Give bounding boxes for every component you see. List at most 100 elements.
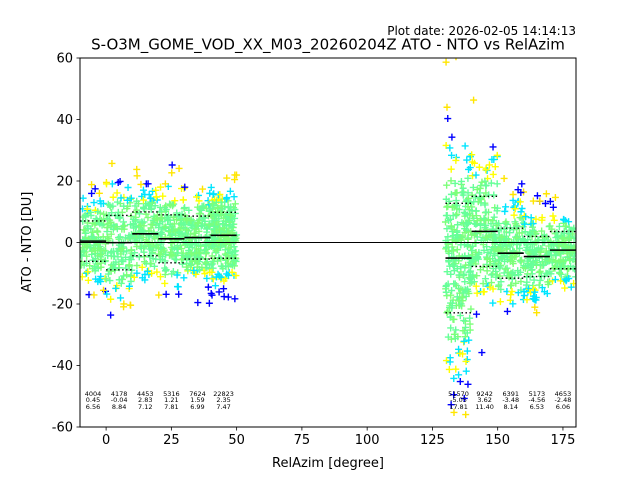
scatter-point xyxy=(536,267,544,275)
scatter-point xyxy=(518,180,526,188)
scatter-point xyxy=(183,226,191,234)
scatter-point xyxy=(133,269,141,277)
scatter-point xyxy=(129,215,137,223)
scatter-point xyxy=(95,189,103,197)
scatter-point xyxy=(520,291,528,299)
scatter-point xyxy=(81,211,89,219)
scatter-point xyxy=(473,310,481,318)
scatter-point xyxy=(523,257,531,265)
scatter-point xyxy=(135,253,143,261)
scatter-point xyxy=(214,204,222,212)
scatter-point xyxy=(468,207,476,215)
scatter-point xyxy=(455,371,463,379)
scatter-point xyxy=(168,161,176,169)
scatter-point xyxy=(547,270,555,278)
scatter-point xyxy=(470,278,478,286)
bin-std-label: 6.56 xyxy=(86,403,100,411)
scatter-point xyxy=(119,258,127,266)
scatter-point xyxy=(510,211,518,219)
scatter-point xyxy=(459,184,467,192)
scatter-point xyxy=(88,189,96,197)
scatter-point xyxy=(462,357,470,365)
scatter-point xyxy=(535,254,543,262)
scatter-point xyxy=(169,202,177,210)
scatter-point xyxy=(87,212,95,220)
x-tick-label: 25 xyxy=(163,433,180,448)
scatter-point xyxy=(118,225,126,233)
scatter-point xyxy=(447,190,455,198)
scatter-point xyxy=(97,278,105,286)
bin-std-label: 11.40 xyxy=(475,403,494,411)
scatter-point xyxy=(531,296,539,304)
scatter-point xyxy=(480,214,488,222)
scatter-point xyxy=(147,205,155,213)
scatter-point xyxy=(228,261,236,269)
bin-mean-label: 0.45 xyxy=(86,396,100,404)
scatter-point xyxy=(84,224,92,232)
scatter-point xyxy=(523,296,531,304)
scatter-point xyxy=(226,187,234,195)
scatter-point xyxy=(225,216,233,224)
scatter-point xyxy=(216,225,224,233)
scatter-point xyxy=(174,283,182,291)
scatter-point xyxy=(503,235,511,243)
bin-mean-label: 1.21 xyxy=(164,396,178,404)
scatter-point xyxy=(447,270,455,278)
scatter-point xyxy=(540,261,548,269)
scatter-point xyxy=(146,245,154,253)
scatter-point xyxy=(525,285,533,293)
x-tick-label: 0 xyxy=(102,433,110,448)
scatter-point xyxy=(80,252,86,260)
scatter-point xyxy=(181,183,189,191)
scatter-point xyxy=(173,209,181,217)
scatter-point xyxy=(125,282,133,290)
scatter-point xyxy=(451,179,459,187)
scatter-point xyxy=(495,220,503,228)
scatter-point xyxy=(443,103,451,111)
bin-count-label: 4653 xyxy=(555,390,572,398)
scatter-point xyxy=(462,411,470,419)
scatter-point xyxy=(458,294,466,302)
scatter-point xyxy=(553,233,561,241)
scatter-point xyxy=(173,249,181,257)
scatter-point xyxy=(230,193,238,201)
scatter-point xyxy=(464,174,472,182)
scatter-point xyxy=(522,213,530,221)
scatter-point xyxy=(478,178,486,186)
scatter-point xyxy=(110,260,118,268)
scatter-point xyxy=(158,230,166,238)
scatter-point xyxy=(446,144,454,152)
scatter-point xyxy=(216,243,224,251)
scatter-point xyxy=(449,212,457,220)
scatter-point xyxy=(228,253,236,261)
scatter-point xyxy=(509,191,517,199)
scatter-point xyxy=(493,151,501,159)
x-tick-label: 50 xyxy=(228,433,245,448)
scatter-point xyxy=(136,234,144,242)
scatter-point xyxy=(91,185,99,193)
scatter-point xyxy=(465,336,473,344)
scatter-point xyxy=(552,258,560,266)
bin-std-label: 8.14 xyxy=(503,403,517,411)
scatter-point xyxy=(502,245,510,253)
scatter-point xyxy=(532,256,540,264)
scatter-point xyxy=(216,191,224,199)
scatter-point xyxy=(506,243,514,251)
scatter-point xyxy=(138,263,146,271)
scatter-point xyxy=(203,225,211,233)
scatter-point xyxy=(516,214,524,222)
scatter-point xyxy=(442,212,450,220)
scatter-point xyxy=(442,141,450,149)
scatter-point xyxy=(177,245,185,253)
scatter-point xyxy=(457,300,465,308)
y-tick-label: 60 xyxy=(56,52,73,67)
scatter-point xyxy=(448,133,456,141)
scatter-point xyxy=(147,259,155,267)
scatter-point xyxy=(555,222,563,230)
scatter-point xyxy=(515,229,523,237)
scatter-point xyxy=(106,201,114,209)
scatter-point xyxy=(549,212,557,220)
scatter-point xyxy=(145,191,153,199)
scatter-point xyxy=(449,232,457,240)
scatter-point xyxy=(190,266,198,274)
